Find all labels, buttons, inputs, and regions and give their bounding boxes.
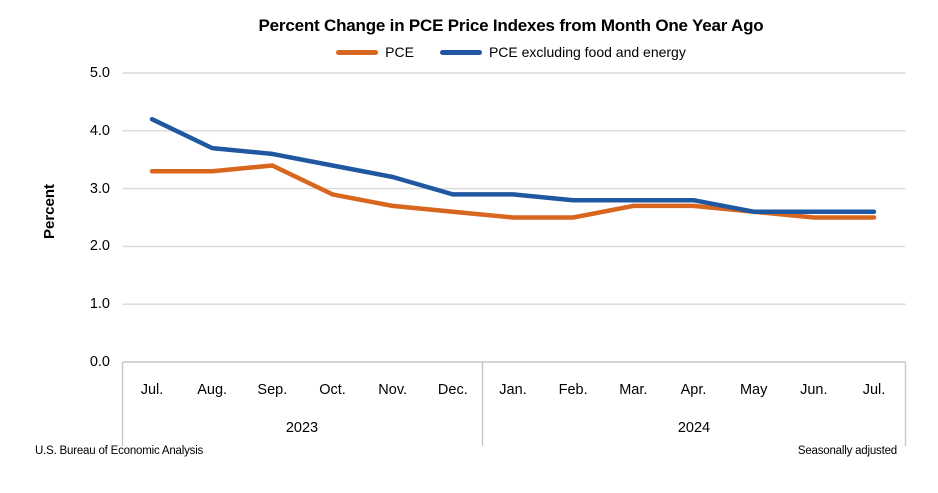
x-tick-label: Jun. [800, 382, 828, 398]
core-pce-line-swatch-icon [439, 49, 482, 55]
y-tick-label: 5.0 [89, 65, 110, 81]
x-tick-label: Apr. [680, 382, 707, 398]
x-tick-label: Dec. [437, 382, 468, 398]
x-tick-label: May [739, 382, 768, 398]
x-tick-label: Mar. [619, 382, 648, 398]
chart-legend: PCE PCE excluding food and energy [84, 44, 938, 60]
x-tick-label: Oct. [319, 382, 346, 398]
seasonal-adjustment-note: Seasonally adjusted [797, 445, 897, 457]
x-axis-year-label-2023: 2023 [285, 420, 319, 436]
pce-line-swatch-icon [336, 49, 379, 55]
x-tick-label: Feb. [558, 382, 588, 398]
y-tick-label: 0.0 [89, 354, 110, 370]
legend-label-core-pce: PCE excluding food and energy [488, 44, 686, 60]
y-tick-label: 3.0 [89, 180, 110, 197]
chart-title: Percent Change in PCE Price Indexes from… [258, 16, 764, 35]
legend-item-core-pce: PCE excluding food and energy [439, 44, 686, 60]
core-pce-line [149, 116, 877, 214]
legend-label-pce: PCE [385, 44, 414, 60]
y-tick-label: 4.0 [89, 122, 110, 139]
x-tick-label: Jan. [499, 382, 527, 398]
x-tick-label: Jul. [862, 382, 886, 398]
y-tick-label: 2.0 [89, 238, 110, 255]
y-tick-label: 1.0 [89, 296, 110, 313]
x-tick-label: Aug. [197, 382, 228, 398]
x-tick-label: Sep. [257, 382, 288, 398]
x-tick-label: Jul. [140, 382, 164, 398]
x-axis-year-label-2024: 2024 [677, 420, 711, 436]
source-attribution: U.S. Bureau of Economic Analysis [35, 445, 204, 457]
legend-item-pce: PCE [336, 44, 414, 60]
x-tick-label: Nov. [378, 382, 408, 398]
